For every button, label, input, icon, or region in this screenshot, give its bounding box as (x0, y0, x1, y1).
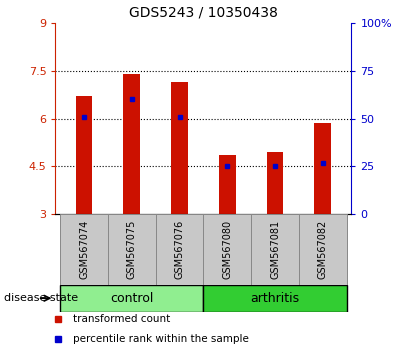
Text: GSM567081: GSM567081 (270, 220, 280, 279)
Bar (219, 155, 236, 214)
Bar (267, 152, 284, 214)
Text: disease state: disease state (4, 293, 78, 303)
Text: GSM567075: GSM567075 (127, 220, 137, 279)
Text: GSM567080: GSM567080 (222, 220, 232, 279)
Bar (123, 74, 140, 214)
Bar (76, 96, 92, 214)
Bar (108, 214, 156, 285)
Bar (60, 285, 203, 312)
Bar (314, 124, 331, 214)
Bar (203, 285, 346, 312)
Bar (299, 214, 346, 285)
Text: transformed count: transformed count (73, 314, 171, 324)
Bar (251, 214, 299, 285)
Text: arthritis: arthritis (250, 292, 300, 305)
Text: control: control (110, 292, 154, 305)
Bar (60, 214, 108, 285)
Text: percentile rank within the sample: percentile rank within the sample (73, 334, 249, 344)
Text: GSM567082: GSM567082 (318, 220, 328, 279)
Bar (156, 214, 203, 285)
Text: GSM567074: GSM567074 (79, 220, 89, 279)
Text: GSM567076: GSM567076 (175, 220, 185, 279)
Bar (203, 214, 251, 285)
Bar (171, 82, 188, 214)
Title: GDS5243 / 10350438: GDS5243 / 10350438 (129, 5, 278, 19)
